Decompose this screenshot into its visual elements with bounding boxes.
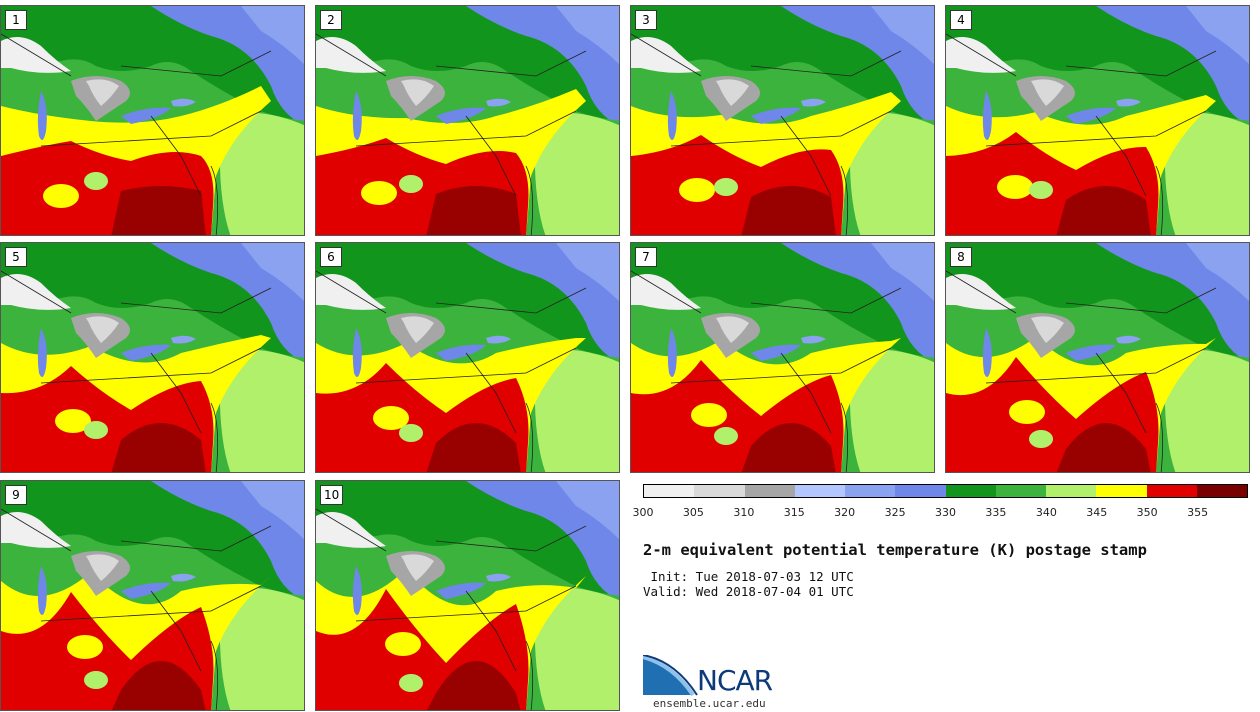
member-map-panel: 8: [945, 242, 1250, 473]
logo-url: ensemble.ucar.edu: [653, 697, 766, 710]
member-number-label: 9: [5, 485, 27, 505]
theta-e-map: [316, 6, 619, 235]
colorbar-tick-label: 355: [1187, 506, 1209, 519]
member-number-label: 6: [320, 247, 342, 267]
colorbar-tick-label: 315: [783, 506, 805, 519]
member-map-panel: 3: [630, 5, 935, 236]
member-map-panel: 10: [315, 480, 620, 711]
figure-title: 2-m equivalent potential temperature (K)…: [643, 541, 1147, 559]
colorbar-tick-label: 300: [632, 506, 654, 519]
colorbar-tick-label: 305: [682, 506, 704, 519]
member-number-label: 2: [320, 10, 342, 30]
colorbar-segment: [995, 485, 1046, 497]
colorbar-tick-label: 340: [1035, 506, 1057, 519]
colorbar-tick-label: 310: [733, 506, 755, 519]
member-map-panel: 9: [0, 480, 305, 711]
colorbar-tick-label: 320: [834, 506, 856, 519]
member-map-panel: 5: [0, 242, 305, 473]
member-map-panel: 1: [0, 5, 305, 236]
member-map-panel: 2: [315, 5, 620, 236]
init-time: Init: Tue 2018-07-03 12 UTC: [643, 569, 854, 584]
colorbar: [643, 484, 1248, 498]
theta-e-map: [631, 243, 934, 472]
colorbar-segment: [945, 485, 996, 497]
theta-e-map: [316, 243, 619, 472]
theta-e-map: [1, 6, 304, 235]
ncar-logo-icon: [643, 655, 698, 697]
colorbar-segment: [1196, 485, 1247, 497]
theta-e-map: [946, 243, 1249, 472]
colorbar-tick-label: 350: [1136, 506, 1158, 519]
theta-e-map: [946, 6, 1249, 235]
member-number-label: 8: [950, 247, 972, 267]
theta-e-map: [1, 243, 304, 472]
colorbar-segment: [794, 485, 845, 497]
colorbar-tick-label: 325: [884, 506, 906, 519]
theta-e-map: [631, 6, 934, 235]
member-number-label: 7: [635, 247, 657, 267]
ncar-wordmark: NCAR: [697, 664, 773, 697]
colorbar-segment: [845, 485, 896, 497]
colorbar-segment: [1046, 485, 1097, 497]
member-map-panel: 4: [945, 5, 1250, 236]
theta-e-map: [316, 481, 619, 710]
theta-e-map: [1, 481, 304, 710]
member-number-label: 5: [5, 247, 27, 267]
colorbar-segment: [744, 485, 795, 497]
colorbar-segment: [644, 485, 695, 497]
member-map-panel: 6: [315, 242, 620, 473]
member-number-label: 4: [950, 10, 972, 30]
colorbar-tick-label: 345: [1086, 506, 1108, 519]
colorbar-segment: [895, 485, 946, 497]
colorbar-segment: [694, 485, 745, 497]
colorbar-segment: [1146, 485, 1197, 497]
member-map-panel: 7: [630, 242, 935, 473]
member-number-label: 1: [5, 10, 27, 30]
member-number-label: 3: [635, 10, 657, 30]
colorbar-segment: [1096, 485, 1147, 497]
colorbar-tick-label: 330: [935, 506, 956, 519]
colorbar-tick-label: 335: [985, 506, 1007, 519]
member-number-label: 10: [320, 485, 344, 505]
valid-time: Valid: Wed 2018-07-04 01 UTC: [643, 584, 854, 599]
